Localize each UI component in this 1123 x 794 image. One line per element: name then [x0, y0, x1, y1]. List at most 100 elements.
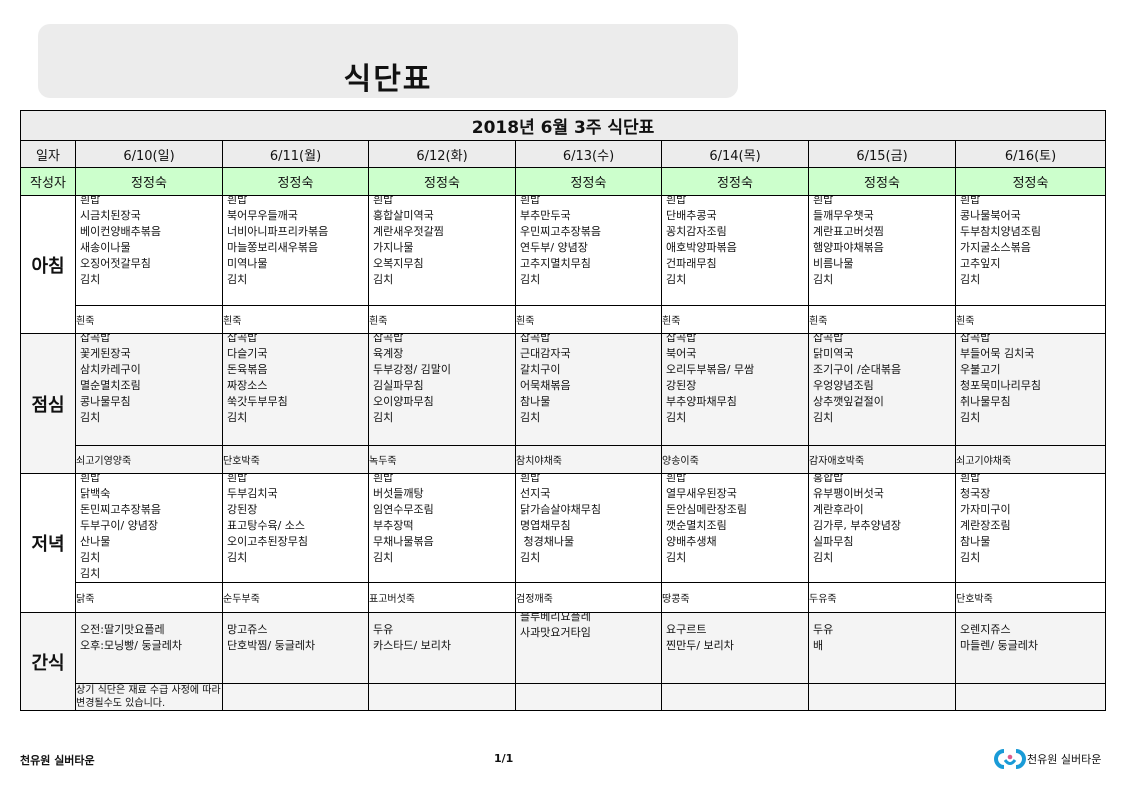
menu-item: 흰밥 [227, 195, 248, 207]
menu-item: 시금치된장국 [80, 209, 141, 222]
menu-item: 오징어젓갈무침 [80, 257, 151, 270]
date-cell: 6/12(화) [368, 140, 516, 168]
menu-item: 열무새우된장국 [666, 487, 737, 500]
date-row: 일자 6/10(일) 6/11(월) 6/12(화) 6/13(수) 6/14(목) 6/1… [20, 140, 1107, 168]
menu-item: 흰밥 [373, 195, 394, 207]
menu-item: 선지국 [520, 487, 551, 500]
menu-item: 양배추생채 [666, 535, 717, 548]
menu-item: 김치 [227, 411, 248, 424]
menu-item: 어묵채볶음 [520, 379, 571, 392]
dinner-porridge-row: 닭죽 순두부죽 표고버섯죽 검정깨죽 땅콩죽 두유죽 단호박죽 [21, 582, 1107, 613]
page-number: 1/1 [494, 752, 514, 765]
menu-item: 흰밥 [227, 473, 248, 485]
page-title: 식단표 [343, 62, 433, 97]
snack-list: 두유 배 [813, 622, 955, 654]
porridge-cell: 흰죽 [515, 305, 662, 334]
lunch-menu-cell: 잡곡밥 육계장 두부강정/ 김말이 김실파무침 오이양파무침 김치 [368, 333, 516, 446]
empty-cell [661, 683, 809, 711]
breakfast-menu-cell: 흰밥 단배추콩국 꽁치감자조림 애호박양파볶음 건파래무침 김치 [661, 195, 809, 306]
porridge-cell: 두유죽 [808, 582, 956, 613]
empty-cell [954, 683, 1107, 711]
menu-list: 흰밥 닭백숙 돈민찌고추장볶음 두부구이/ 양념장 산나물 김치 김치 [80, 473, 222, 582]
menu-item: 우불고기 [960, 363, 1001, 376]
menu-item: 연두부/ 양념장 [520, 241, 588, 254]
breakfast-menu-cell: 흰밥 홍합살미역국 계란새우젓갈찜 가지나물 오복지무침 김치 [368, 195, 516, 306]
snack-list: 두유 카스타드/ 보리차 [373, 622, 515, 654]
lunch-porridge-row: 쇠고기영양죽 단호박죽 녹두죽 참치야채죽 양송이죽 감자애호박죽 쇠고기야채죽 [21, 445, 1107, 474]
snack-item: 찐만두/ 보리차 [666, 639, 734, 652]
footer-organization: 천유원 실버타운 [20, 754, 95, 767]
menu-item: 우엉양념조림 [813, 379, 874, 392]
menu-item: 김치 [373, 273, 394, 286]
menu-item: 참나물 [960, 535, 991, 548]
menu-item: 계란새우젓갈찜 [373, 225, 444, 238]
menu-item: 실파무침 [813, 535, 854, 548]
menu-item: 돈민찌고추장볶음 [80, 503, 161, 516]
porridge-cell: 양송이죽 [661, 445, 809, 474]
empty-cell [808, 683, 956, 711]
menu-item: 흰밥 [80, 473, 101, 485]
breakfast-menu-cell: 흰밥 콩나물북어국 두부참치양념조림 가지굴소스볶음 고추잎지 김치 [954, 195, 1107, 306]
porridge-cell: 순두부죽 [222, 582, 369, 613]
menu-item: 두부강정/ 김말이 [373, 363, 452, 376]
menu-list: 흰밥 부추만두국 우민찌고추장볶음 연두부/ 양념장 고추지멸치무침 김치 [520, 197, 661, 289]
logo-text: 천유원 실버타운 [1027, 753, 1102, 766]
porridge-cell: 흰죽 [661, 305, 809, 334]
snack-item: 오전:딸기맛요플레 [80, 623, 165, 636]
porridge-cell: 닭죽 [75, 582, 223, 613]
author-cell: 정정숙 [661, 167, 809, 196]
menu-list: 흰밥 청국장 가자미구이 계란장조림 참나물 김치 [960, 475, 1105, 567]
snack-item: 오렌지쥬스 [960, 623, 1011, 636]
menu-item: 강된장 [666, 379, 697, 392]
menu-list: 흰밥 시금치된장국 베이컨양배추볶음 새송이나물 오징어젓갈무침 김치 [80, 197, 222, 289]
snack-list: 블루베리요플레 사과맛요거타임 [520, 614, 661, 642]
menu-item: 흰밥 [960, 195, 981, 207]
menu-item: 표고탕수육/ 소스 [227, 519, 306, 532]
menu-item: 김가루, 부추양념장 [813, 519, 901, 532]
menu-item: 김치 [373, 551, 394, 564]
porridge-cell: 표고버섯죽 [368, 582, 516, 613]
lunch-label: 점심 [20, 333, 76, 474]
porridge-cell: 녹두죽 [368, 445, 516, 474]
menu-item: 산나물 [80, 535, 111, 548]
menu-item: 너비아니파프리카볶음 [227, 225, 329, 238]
menu-item: 오이고추된장무침 [227, 535, 308, 548]
breakfast-porridge-row: 흰죽 흰죽 흰죽 흰죽 흰죽 흰죽 흰죽 [21, 305, 1107, 334]
menu-item: 햄양파야채볶음 [813, 241, 884, 254]
dinner-menu-cell: 흰밥 버섯들깨탕 임연수무조림 부추장떡 무채나물볶음 김치 [368, 473, 516, 583]
lunch-menu-cell: 잡곡밥 다슬기국 돈육볶음 짜장소스 쑥갓두부무침 김치 [222, 333, 369, 446]
porridge-cell: 감자애호박죽 [808, 445, 956, 474]
author-cell: 정정숙 [515, 167, 662, 196]
menu-item: 닭미역국 [813, 347, 854, 360]
menu-list: 홍합밥 유부팽이버섯국 계란후라이 김가루, 부추양념장 실파무침 김치 [813, 475, 955, 567]
menu-item: 김치 [813, 411, 834, 424]
snack-item: 오후:모닝빵/ 둥글레차 [80, 639, 182, 652]
menu-list: 흰밥 버섯들깨탕 임연수무조림 부추장떡 무채나물볶음 김치 [373, 475, 515, 567]
menu-list: 잡곡밥 꽃게된장국 삼치카레구이 멸순멸치조림 콩나물무침 김치 [80, 335, 222, 427]
lunch-menu-cell: 잡곡밥 꽃게된장국 삼치카레구이 멸순멸치조림 콩나물무침 김치 [75, 333, 223, 446]
author-cell: 정정숙 [222, 167, 369, 196]
empty-cell [222, 683, 369, 711]
menu-item: 쑥갓두부무침 [227, 395, 288, 408]
menu-item: 계란표고버섯찜 [813, 225, 884, 238]
menu-table: 2018년 6월 3주 식단표 일자 6/10(일) 6/11(월) 6/12(화) 6… [19, 110, 1107, 711]
header-banner: 식단표 [38, 24, 738, 98]
menu-item: 무채나물볶음 [373, 535, 434, 548]
author-cell: 정정숙 [954, 167, 1107, 196]
breakfast-menu-cell: 흰밥 부추만두국 우민찌고추장볶음 연두부/ 양념장 고추지멸치무침 김치 [515, 195, 662, 306]
breakfast-menu-cell: 흰밥 북어무우들깨국 너비아니파프리카볶음 마늘쫑보리새우볶음 미역나물 김치 [222, 195, 369, 306]
menu-item: 단배추콩국 [666, 209, 717, 222]
menu-item: 베이컨양배추볶음 [80, 225, 161, 238]
menu-item: 마늘쫑보리새우볶음 [227, 241, 319, 254]
menu-item: 두부구이/ 양념장 [80, 519, 159, 532]
porridge-cell: 흰죽 [75, 305, 223, 334]
menu-item: 참나물 [520, 395, 551, 408]
menu-item: 가지굴소스볶음 [960, 241, 1031, 254]
menu-item: 임연수무조림 [373, 503, 434, 516]
organization-logo: 천유원 실버타운 [993, 748, 1101, 770]
menu-item: 김치 [80, 551, 101, 564]
lunch-menu-cell: 잡곡밥 부들어묵 김치국 우불고기 청포묵미나리무침 취나물무침 김치 [954, 333, 1107, 446]
menu-list: 흰밥 북어무우들깨국 너비아니파프리카볶음 마늘쫑보리새우볶음 미역나물 김치 [227, 195, 368, 289]
menu-list: 잡곡밥 다슬기국 돈육볶음 짜장소스 쑥갓두부무침 김치 [227, 335, 368, 427]
